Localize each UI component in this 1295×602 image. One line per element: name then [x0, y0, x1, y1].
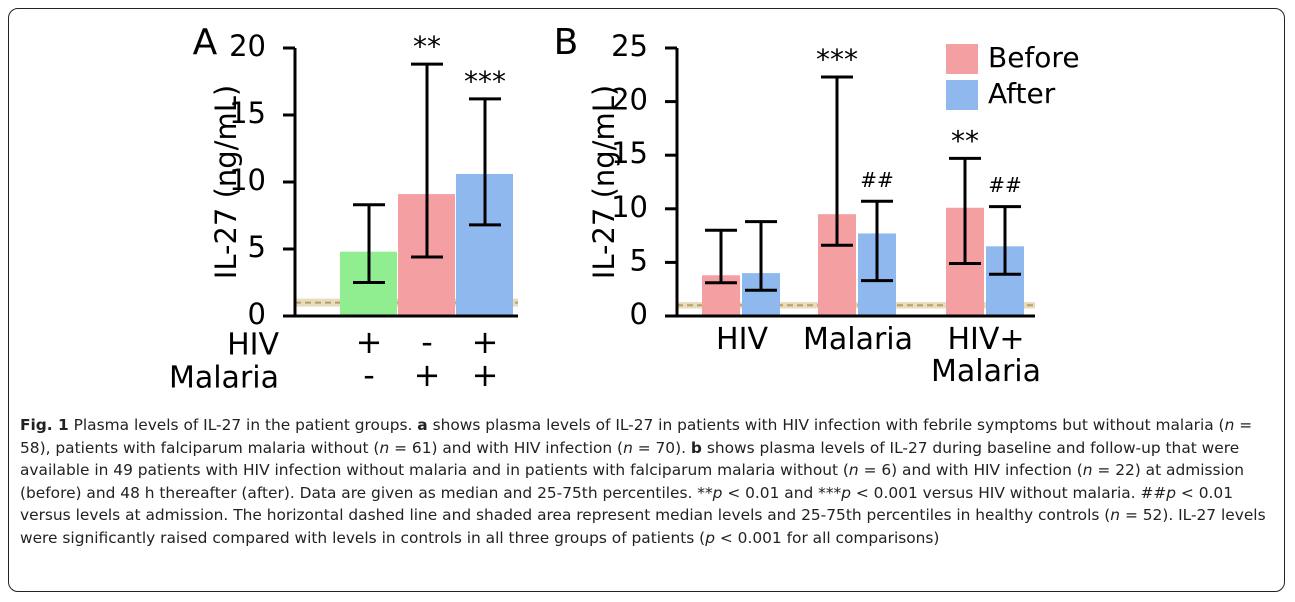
x-tick-label: HIV: [716, 322, 768, 357]
caption-text: Plasma levels of IL-27 in the patient gr…: [68, 416, 418, 434]
caption-text: n: [848, 461, 859, 480]
y-tick-label: 15: [611, 136, 648, 170]
frame: [8, 8, 1285, 592]
panel-label: B: [554, 22, 579, 63]
factor-sign: +: [472, 356, 499, 394]
caption-text: p: [841, 483, 851, 502]
significance: **: [413, 30, 441, 63]
x-tick-label: Malaria: [802, 322, 914, 357]
caption-text: p: [712, 483, 723, 502]
factor-name: HIV: [227, 328, 279, 363]
significance: **: [951, 124, 979, 157]
caption-text: n: [379, 438, 390, 457]
caption-text: = 61) and with HIV infection (: [389, 438, 624, 457]
x-tick-label: HIV+ Malaria: [930, 322, 1042, 389]
y-tick-label: 5: [248, 230, 266, 264]
y-tick-label: 20: [611, 83, 648, 117]
caption-text: b: [690, 438, 702, 457]
caption-text: < 0.001 versus HIV without malaria. ##: [851, 483, 1167, 502]
y-tick-label: 10: [229, 163, 266, 197]
caption-text: p: [705, 528, 715, 547]
caption-text: shows plasma levels of IL-27 in patients…: [427, 416, 1225, 434]
caption-text: Fig. 1: [20, 416, 69, 434]
legend-label: Before: [988, 41, 1080, 74]
caption-text: n: [1224, 416, 1235, 434]
factor-sign: -: [363, 356, 375, 394]
caption-text: p: [1166, 483, 1177, 502]
significance: ***: [816, 43, 858, 76]
factor-sign: +: [414, 356, 441, 394]
caption-text: a: [417, 416, 428, 434]
y-tick-label: 25: [611, 29, 648, 63]
caption-text: n: [623, 438, 633, 457]
caption-text: = 6) and with HIV infection (: [858, 461, 1083, 480]
panel-label: A: [193, 22, 218, 63]
y-axis-label: IL-27 (ng/mL): [209, 85, 243, 279]
legend-swatch: [946, 44, 978, 74]
caption-text: shows plasma levels of IL-27 during base…: [20, 438, 1240, 480]
factor-sign: -: [421, 323, 433, 361]
caption-text: = 22) at admission (before) and 48 h the…: [20, 461, 1244, 502]
caption-text: n: [1110, 506, 1121, 525]
y-tick-label: 15: [229, 96, 266, 130]
legend-swatch: [946, 80, 978, 110]
significance: ##: [860, 168, 894, 192]
caption-text: < 0.01 and ***: [722, 483, 842, 502]
y-tick-label: 5: [630, 243, 648, 277]
caption-text: = 58), patients with falciparum malaria …: [20, 416, 1253, 457]
legend-label: After: [988, 77, 1056, 110]
caption-text: < 0.001 for all comparisons): [714, 528, 940, 547]
caption-text: = 70).: [632, 438, 691, 457]
y-tick-label: 0: [248, 297, 266, 331]
y-tick-label: 20: [229, 29, 266, 63]
caption: Fig. 1 Plasma levels of IL-27 in the pat…: [20, 414, 1282, 550]
y-axis-label: IL-27 (ng/mL): [587, 85, 621, 279]
significance: ***: [464, 65, 506, 98]
factor-sign: +: [356, 323, 383, 361]
y-tick-label: 0: [630, 297, 648, 331]
significance: ##: [988, 173, 1022, 197]
caption-text: n: [1082, 461, 1093, 480]
factor-sign: +: [472, 323, 499, 361]
factor-name: Malaria: [169, 361, 279, 396]
caption-text: < 0.01 versus levels at admission. The h…: [20, 483, 1233, 525]
caption-text: = 52). IL-27 levels were significantly r…: [20, 506, 1266, 547]
y-tick-label: 10: [611, 190, 648, 224]
